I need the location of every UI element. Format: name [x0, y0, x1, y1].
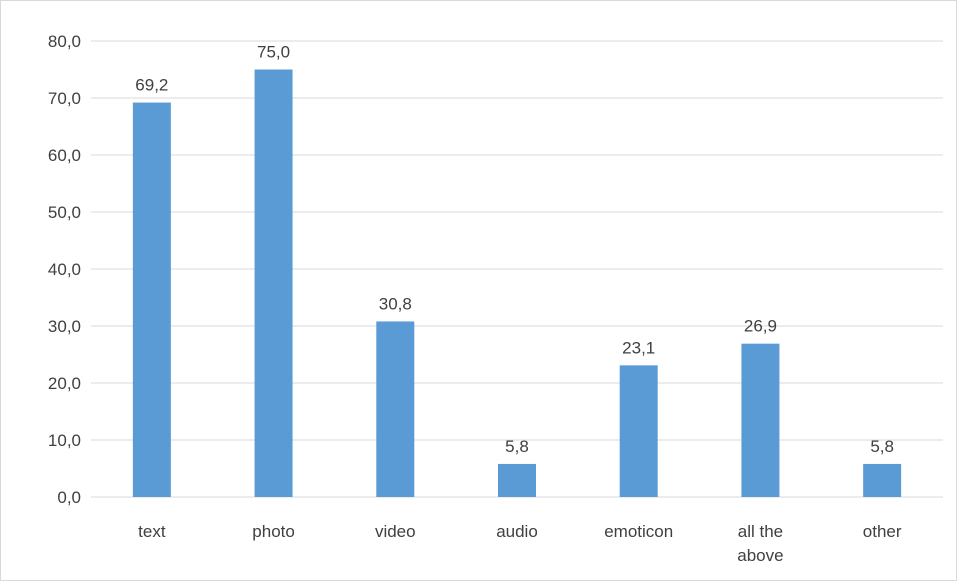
x-tick-label: other: [863, 522, 902, 541]
x-tick-label: all the above: [737, 522, 783, 565]
y-tick-label: 20,0: [48, 374, 81, 393]
y-tick-label: 80,0: [48, 32, 81, 51]
data-label: 5,8: [505, 437, 529, 456]
data-label: 75,0: [257, 43, 290, 62]
x-tick-label: audio: [496, 522, 538, 541]
bar-all-the-above: [741, 343, 780, 497]
y-tick-label: 0,0: [57, 488, 81, 507]
data-label: 23,1: [622, 338, 655, 357]
bar-emoticon: [619, 365, 658, 497]
y-tick-label: 60,0: [48, 146, 81, 165]
bar-text: [132, 102, 171, 497]
data-label: 26,9: [744, 317, 777, 336]
x-tick-label: video: [375, 522, 416, 541]
data-label: 30,8: [379, 294, 412, 313]
x-tick-label: text: [138, 522, 166, 541]
x-tick-label: photo: [252, 522, 295, 541]
y-tick-label: 70,0: [48, 89, 81, 108]
bar-video: [376, 321, 415, 497]
x-tick-label: emoticon: [604, 522, 673, 541]
bar-audio: [498, 463, 536, 497]
y-tick-label: 50,0: [48, 203, 81, 222]
data-label: 69,2: [135, 76, 168, 95]
y-tick-label: 30,0: [48, 317, 81, 336]
y-tick-label: 40,0: [48, 260, 81, 279]
bar-other: [863, 463, 902, 497]
bar-photo: [254, 69, 293, 497]
y-tick-label: 10,0: [48, 431, 81, 450]
data-label: 5,8: [870, 437, 894, 456]
